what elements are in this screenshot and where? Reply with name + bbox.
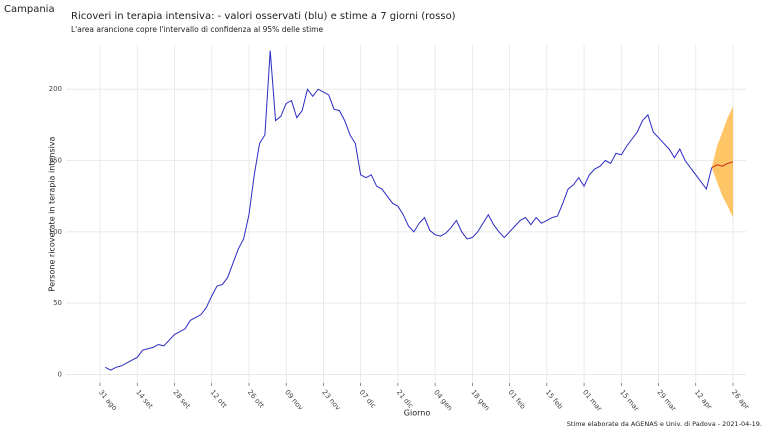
confidence-band xyxy=(711,106,733,218)
y-tick-label: 150 xyxy=(49,157,62,165)
x-tick-label: 14 set xyxy=(134,388,154,410)
y-tick-label: 0 xyxy=(58,370,62,378)
chart-subtitle: L'area arancione copre l'intervallo di c… xyxy=(71,25,323,34)
series-line xyxy=(711,161,734,169)
x-tick-label: 01 feb xyxy=(507,388,528,411)
x-tick-label: 29 mar xyxy=(655,388,677,412)
x-tick-label: 15 mar xyxy=(618,388,640,412)
y-tick-label: 200 xyxy=(49,85,62,93)
x-tick-label: 07 dic xyxy=(358,388,378,410)
x-tick-label: 12 apr xyxy=(693,388,714,411)
x-tick-label: 21 dic xyxy=(395,388,415,410)
page-title: Campania xyxy=(4,4,55,15)
x-tick-label: 12 ott xyxy=(209,388,229,409)
x-tick-label: 18 gen xyxy=(469,388,491,412)
x-tick-label: 28 set xyxy=(171,388,191,410)
x-tick-label: 15 feb xyxy=(544,388,565,411)
x-axis-label: Giorno xyxy=(404,409,431,418)
x-tick-label: 26 ott xyxy=(246,388,266,409)
y-tick-label: 100 xyxy=(49,228,62,236)
x-tick-label: 26 apr xyxy=(730,388,751,411)
chart-title: Ricoveri in terapia intensiva: - valori … xyxy=(71,11,456,22)
series-line xyxy=(105,50,713,371)
y-axis-label: Persone ricoverate in terapia intensiva xyxy=(48,136,57,291)
caption: Stime elaborate da AGENAS e Univ. di Pad… xyxy=(567,420,762,428)
x-tick-label: 23 nov xyxy=(320,388,342,412)
x-tick-label: 04 gen xyxy=(432,388,454,412)
x-tick-label: 31 ago xyxy=(97,388,119,412)
y-tick-label: 50 xyxy=(53,299,62,307)
x-tick-label: 01 mar xyxy=(581,388,603,412)
x-tick-label: 09 nov xyxy=(283,388,305,412)
